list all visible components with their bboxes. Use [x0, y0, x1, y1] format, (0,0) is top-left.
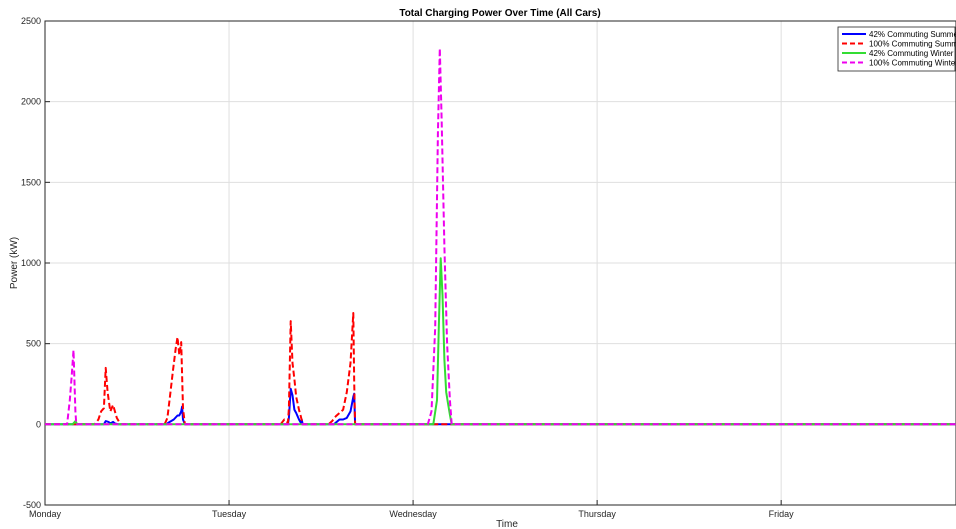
x-tick-label: Friday — [769, 509, 795, 519]
x-tick-label: Tuesday — [212, 509, 247, 519]
x-tick-label: Monday — [29, 509, 62, 519]
x-tick-label: Wednesday — [389, 509, 437, 519]
legend-label-2: 100% Commuting Summer — [869, 40, 956, 49]
series-layer — [45, 47, 956, 426]
y-tick-label: 2500 — [21, 16, 41, 26]
x-tick-label: Thursday — [578, 509, 616, 519]
series-line-4 — [45, 47, 956, 426]
chart-title: Total Charging Power Over Time (All Cars… — [399, 8, 600, 19]
legend-label-4: 100% Commuting Winter — [869, 59, 956, 68]
y-axis-title: Power (kW) — [9, 237, 20, 289]
y-tick-label: 1500 — [21, 177, 41, 187]
y-tick-label: 2000 — [21, 97, 41, 107]
y-tick-label: 0 — [36, 419, 41, 429]
x-axis-ticks: Monday Tuesday Wednesday Thursday Friday — [29, 500, 794, 519]
y-tick-label: 500 — [26, 339, 41, 349]
series-line-3 — [45, 257, 956, 426]
legend-label-1: 42% Commuting Summer — [869, 30, 956, 39]
y-tick-label: 1000 — [21, 258, 41, 268]
y-tick-label: -500 — [23, 500, 41, 510]
x-axis-title: Time — [496, 519, 518, 529]
legend-label-3: 42% Commuting Winter — [869, 49, 954, 58]
